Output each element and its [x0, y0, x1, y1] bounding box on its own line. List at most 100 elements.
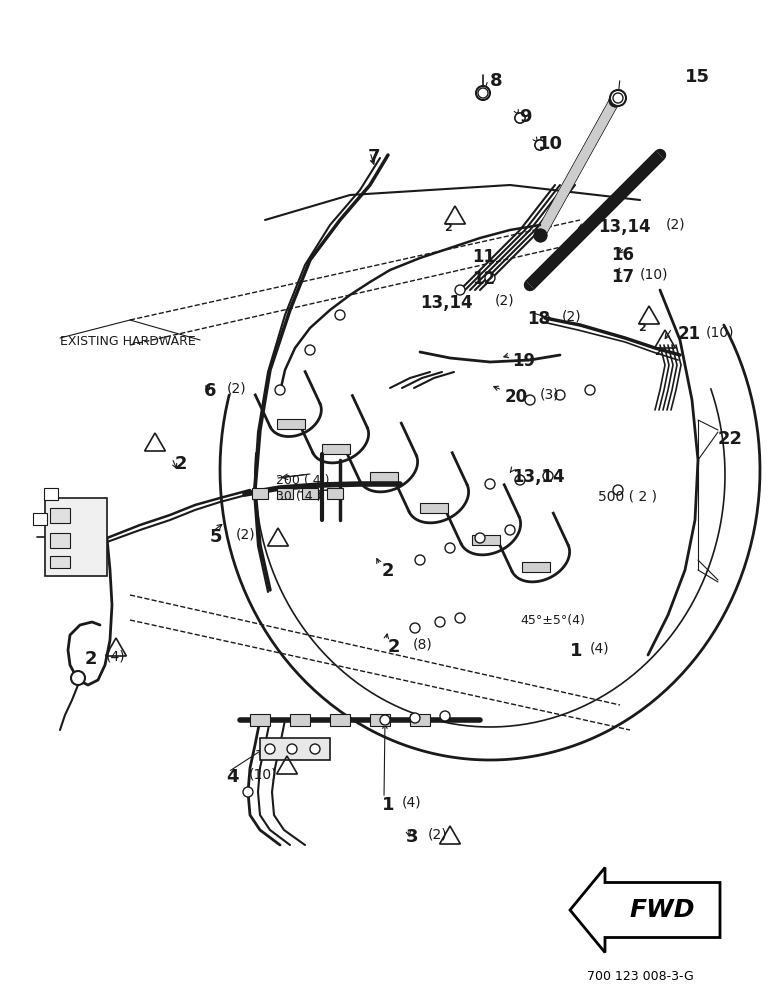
Bar — [33, 513, 47, 525]
Circle shape — [380, 715, 390, 725]
Bar — [410, 714, 430, 726]
Bar — [322, 444, 350, 454]
Circle shape — [275, 385, 285, 395]
Text: (10): (10) — [640, 268, 668, 282]
Bar — [420, 503, 448, 513]
Text: 19: 19 — [512, 352, 535, 370]
Circle shape — [485, 273, 495, 283]
Text: 10: 10 — [538, 135, 563, 153]
Text: 2: 2 — [175, 455, 188, 473]
Text: (10): (10) — [249, 768, 278, 782]
Bar — [45, 498, 107, 576]
Bar — [252, 488, 268, 499]
Circle shape — [71, 671, 85, 685]
Circle shape — [335, 310, 345, 320]
Text: 7: 7 — [368, 148, 380, 166]
Text: 6: 6 — [204, 382, 217, 400]
Text: 12: 12 — [472, 270, 495, 288]
Text: 21: 21 — [678, 325, 702, 343]
Circle shape — [515, 113, 525, 123]
Bar — [370, 714, 390, 726]
Text: 2: 2 — [85, 650, 98, 668]
Text: 45°±5°(4): 45°±5°(4) — [520, 614, 585, 627]
Circle shape — [440, 711, 450, 721]
Text: 30 ( 4 ): 30 ( 4 ) — [276, 490, 321, 503]
Bar — [290, 714, 310, 726]
Circle shape — [310, 744, 320, 754]
Text: 2: 2 — [654, 347, 662, 357]
Text: 13,14: 13,14 — [598, 218, 650, 236]
Text: 500 ( 2 ): 500 ( 2 ) — [598, 490, 657, 504]
Text: 17: 17 — [611, 268, 634, 286]
Circle shape — [478, 88, 488, 98]
Circle shape — [445, 543, 455, 553]
Circle shape — [613, 93, 623, 103]
Circle shape — [410, 713, 420, 723]
Circle shape — [613, 485, 623, 495]
Text: (8): (8) — [413, 638, 433, 652]
Bar — [50, 508, 70, 523]
Text: 11: 11 — [472, 248, 495, 266]
Circle shape — [476, 86, 490, 100]
Text: 2: 2 — [388, 638, 400, 656]
Circle shape — [555, 390, 565, 400]
Text: 9: 9 — [519, 108, 532, 126]
Bar — [260, 738, 330, 760]
Text: (10): (10) — [706, 325, 735, 339]
Bar — [472, 535, 500, 545]
Text: 18: 18 — [527, 310, 550, 328]
Circle shape — [525, 395, 535, 405]
Bar — [370, 472, 398, 482]
Bar — [50, 533, 70, 548]
Text: 13,14: 13,14 — [512, 468, 565, 486]
Bar — [522, 562, 550, 572]
Circle shape — [410, 623, 420, 633]
Text: 8: 8 — [490, 72, 503, 90]
Text: (2): (2) — [495, 294, 514, 308]
Text: 20: 20 — [505, 388, 528, 406]
Text: 200 ( 4 ): 200 ( 4 ) — [276, 474, 330, 487]
Circle shape — [543, 471, 553, 481]
Text: 1: 1 — [382, 796, 394, 814]
Text: 16: 16 — [611, 246, 634, 264]
Bar — [302, 488, 318, 499]
Bar — [44, 488, 58, 500]
Bar — [327, 488, 343, 499]
Text: (3): (3) — [540, 388, 559, 402]
Circle shape — [455, 285, 465, 295]
Circle shape — [243, 787, 253, 797]
Text: 15: 15 — [685, 68, 710, 86]
Text: 4: 4 — [226, 768, 238, 786]
Text: 5: 5 — [210, 528, 223, 546]
Circle shape — [535, 140, 545, 150]
Text: 2: 2 — [638, 323, 646, 333]
Circle shape — [435, 617, 445, 627]
Text: (2): (2) — [428, 828, 448, 842]
Circle shape — [505, 525, 515, 535]
Circle shape — [305, 345, 315, 355]
Text: 2: 2 — [444, 223, 452, 233]
Text: (2): (2) — [227, 382, 247, 396]
Text: (2): (2) — [666, 218, 686, 232]
Text: (4): (4) — [402, 796, 421, 810]
Text: 3: 3 — [406, 828, 418, 846]
Text: FWD: FWD — [630, 898, 695, 922]
Circle shape — [287, 744, 297, 754]
Text: 700 123 008-3-G: 700 123 008-3-G — [587, 970, 694, 983]
Text: 1: 1 — [570, 642, 583, 660]
Circle shape — [585, 385, 595, 395]
Circle shape — [455, 613, 465, 623]
Circle shape — [475, 533, 485, 543]
Circle shape — [415, 555, 425, 565]
Text: (4): (4) — [590, 642, 610, 656]
Bar — [250, 714, 270, 726]
Text: 13,14: 13,14 — [420, 294, 473, 312]
Text: 2: 2 — [382, 562, 394, 580]
Circle shape — [515, 113, 525, 123]
Text: EXISTING HARDWARE: EXISTING HARDWARE — [60, 335, 196, 348]
Bar — [330, 714, 350, 726]
Circle shape — [610, 90, 626, 106]
Circle shape — [265, 744, 275, 754]
Bar — [50, 556, 70, 568]
Text: (4): (4) — [106, 650, 126, 664]
